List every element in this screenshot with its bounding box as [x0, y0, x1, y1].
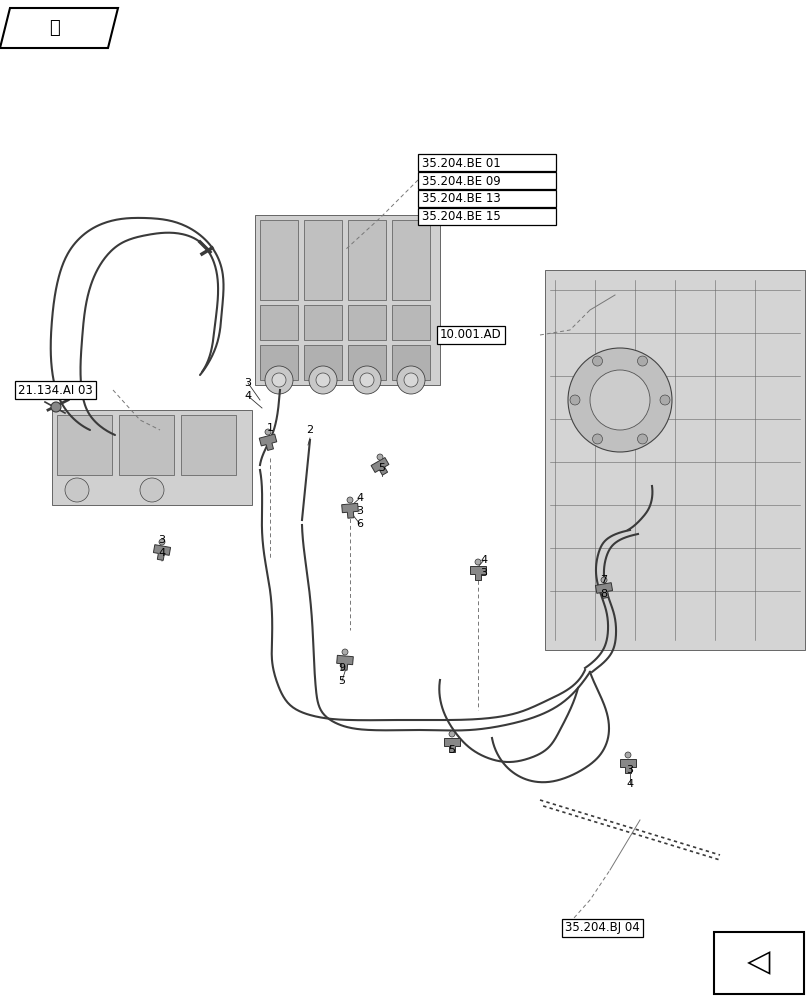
Circle shape: [397, 366, 424, 394]
FancyBboxPatch shape: [303, 220, 341, 300]
Circle shape: [448, 731, 454, 737]
Text: 6: 6: [356, 519, 363, 529]
Text: 5: 5: [378, 463, 385, 473]
Polygon shape: [594, 583, 611, 598]
Text: 4: 4: [244, 391, 251, 401]
Text: 9: 9: [338, 663, 345, 673]
Circle shape: [341, 649, 348, 655]
Circle shape: [659, 395, 669, 405]
Circle shape: [376, 454, 383, 460]
Circle shape: [139, 478, 164, 502]
Circle shape: [637, 434, 646, 444]
Circle shape: [315, 373, 329, 387]
FancyBboxPatch shape: [303, 345, 341, 380]
Circle shape: [51, 402, 61, 412]
Text: 4: 4: [356, 493, 363, 503]
Circle shape: [474, 559, 480, 565]
Polygon shape: [341, 503, 358, 518]
FancyBboxPatch shape: [260, 220, 298, 300]
Circle shape: [359, 373, 374, 387]
Circle shape: [592, 356, 602, 366]
Text: 35.204.BE 13: 35.204.BE 13: [422, 192, 500, 206]
FancyBboxPatch shape: [57, 415, 112, 475]
FancyBboxPatch shape: [255, 215, 440, 385]
FancyBboxPatch shape: [119, 415, 174, 475]
Circle shape: [624, 752, 630, 758]
Circle shape: [264, 366, 293, 394]
FancyBboxPatch shape: [348, 345, 385, 380]
Polygon shape: [259, 434, 277, 450]
Text: 35.204.BJ 04: 35.204.BJ 04: [564, 921, 639, 934]
Text: 3: 3: [244, 378, 251, 388]
Text: 4: 4: [625, 779, 633, 789]
Circle shape: [568, 348, 672, 452]
Text: 5: 5: [448, 745, 455, 755]
Polygon shape: [371, 458, 388, 475]
Circle shape: [309, 366, 337, 394]
FancyBboxPatch shape: [392, 220, 430, 300]
Text: 3: 3: [158, 535, 165, 545]
Circle shape: [65, 478, 89, 502]
Polygon shape: [470, 566, 486, 580]
Text: 10.001.AD: 10.001.AD: [440, 328, 501, 342]
Polygon shape: [0, 8, 118, 48]
Text: 2: 2: [306, 425, 313, 435]
FancyBboxPatch shape: [348, 305, 385, 340]
Text: 21.134.AI 03: 21.134.AI 03: [18, 383, 92, 396]
Text: 8: 8: [599, 589, 607, 599]
FancyBboxPatch shape: [713, 932, 803, 994]
Text: 35.204.BE 01: 35.204.BE 01: [422, 157, 500, 170]
Text: 3: 3: [626, 765, 633, 775]
Text: 1: 1: [266, 423, 273, 433]
Circle shape: [264, 429, 271, 435]
Text: 7: 7: [599, 575, 607, 585]
Text: 3: 3: [480, 568, 487, 578]
FancyBboxPatch shape: [418, 154, 556, 171]
FancyBboxPatch shape: [260, 345, 298, 380]
Circle shape: [600, 577, 607, 583]
Circle shape: [272, 373, 285, 387]
Circle shape: [637, 356, 646, 366]
Circle shape: [569, 395, 579, 405]
Text: 35.204.BE 15: 35.204.BE 15: [422, 211, 500, 224]
Text: 5: 5: [338, 676, 345, 686]
Circle shape: [590, 370, 649, 430]
FancyBboxPatch shape: [418, 208, 556, 225]
Text: ◁: ◁: [746, 948, 770, 977]
Circle shape: [346, 497, 353, 503]
FancyBboxPatch shape: [303, 305, 341, 340]
Text: ✋: ✋: [49, 19, 60, 37]
Polygon shape: [337, 655, 353, 670]
Text: 3: 3: [356, 506, 363, 516]
Polygon shape: [444, 738, 460, 752]
Text: 35.204.BE 09: 35.204.BE 09: [422, 175, 500, 188]
FancyBboxPatch shape: [418, 172, 556, 189]
FancyBboxPatch shape: [181, 415, 236, 475]
Text: 4: 4: [158, 548, 165, 558]
Polygon shape: [620, 759, 635, 773]
FancyBboxPatch shape: [544, 270, 804, 650]
FancyBboxPatch shape: [348, 220, 385, 300]
FancyBboxPatch shape: [392, 305, 430, 340]
FancyBboxPatch shape: [260, 305, 298, 340]
Text: 4: 4: [480, 555, 487, 565]
Polygon shape: [153, 545, 170, 560]
Circle shape: [353, 366, 380, 394]
Circle shape: [592, 434, 602, 444]
FancyBboxPatch shape: [418, 190, 556, 207]
FancyBboxPatch shape: [392, 345, 430, 380]
Circle shape: [404, 373, 418, 387]
Circle shape: [159, 539, 165, 545]
FancyBboxPatch shape: [52, 410, 251, 505]
